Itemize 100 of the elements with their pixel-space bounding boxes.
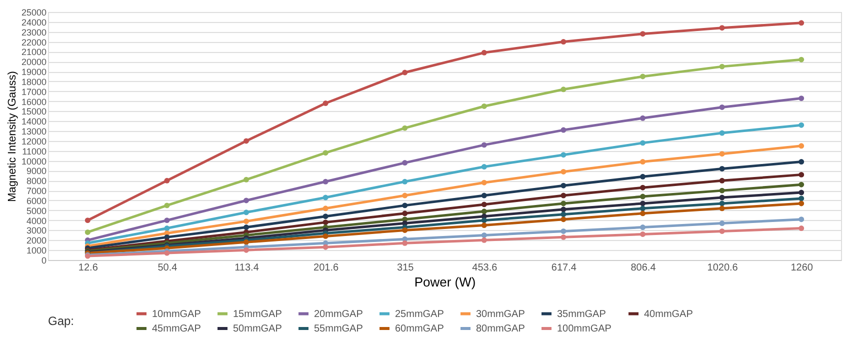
- point: [322, 100, 328, 106]
- point: [481, 50, 487, 56]
- point: [560, 228, 566, 234]
- point: [560, 206, 566, 212]
- x-tick-label: 617.4: [551, 262, 577, 274]
- y-tick-label: 22000: [21, 37, 46, 48]
- y-tick-label: 0: [41, 256, 46, 266]
- point: [481, 180, 487, 186]
- y-tick-label: 17000: [21, 86, 46, 97]
- point: [640, 159, 646, 165]
- point: [164, 178, 170, 184]
- point: [640, 115, 646, 121]
- point: [560, 86, 566, 92]
- point: [719, 178, 725, 184]
- point: [560, 234, 566, 240]
- point: [640, 140, 646, 146]
- legend-label: 25mmGAP: [395, 308, 444, 320]
- point: [798, 196, 804, 202]
- point: [164, 218, 170, 224]
- y-axis-title: Magnetic Intensity (Gauss): [6, 71, 18, 202]
- point: [244, 198, 249, 204]
- point: [719, 228, 725, 234]
- point: [719, 200, 725, 206]
- y-tick-label: 11000: [22, 146, 46, 156]
- x-axis-title: Power (W): [414, 274, 476, 290]
- point: [244, 224, 249, 230]
- point: [164, 202, 170, 208]
- point: [244, 218, 249, 224]
- y-tick-label: 9000: [26, 166, 46, 176]
- legend-label: 30mmGAP: [476, 308, 526, 320]
- point: [719, 130, 725, 136]
- point: [640, 184, 646, 190]
- point: [322, 214, 328, 220]
- point: [798, 143, 804, 149]
- y-tick-label: 19000: [21, 67, 46, 78]
- x-tick-label: 50.4: [158, 262, 178, 274]
- point: [481, 164, 487, 170]
- point: [798, 216, 804, 222]
- y-tick-label: 18000: [21, 76, 46, 87]
- point: [481, 142, 487, 148]
- y-tick-label: 25000: [21, 8, 46, 18]
- y-tick-label: 1000: [26, 246, 46, 256]
- point: [719, 151, 725, 157]
- point: [322, 194, 328, 200]
- point: [798, 122, 804, 128]
- point: [719, 64, 725, 70]
- point: [481, 104, 487, 109]
- y-tick-label: 16000: [21, 96, 46, 107]
- point: [322, 150, 328, 156]
- point: [798, 56, 804, 62]
- point: [481, 192, 487, 198]
- x-tick-label: 12.6: [78, 262, 98, 274]
- y-tick-label: 6000: [26, 196, 46, 206]
- point: [560, 152, 566, 158]
- x-tick-label: 453.6: [472, 262, 498, 274]
- point: [560, 182, 566, 188]
- point: [798, 200, 804, 206]
- y-tick-label: 24000: [21, 17, 46, 28]
- point: [402, 210, 408, 216]
- point: [402, 160, 408, 166]
- point: [798, 172, 804, 178]
- point: [719, 104, 725, 110]
- y-tick-label: 10000: [21, 156, 46, 166]
- point: [640, 194, 646, 200]
- y-tick-label: 15000: [21, 106, 46, 117]
- point: [481, 222, 487, 228]
- point: [244, 138, 249, 144]
- point: [798, 20, 804, 26]
- point: [798, 226, 804, 231]
- point: [719, 206, 725, 212]
- point: [84, 229, 90, 235]
- x-tick-label: 1260: [790, 262, 814, 274]
- point: [560, 192, 566, 198]
- legend-label: 80mmGAP: [476, 324, 526, 334]
- point: [560, 168, 566, 174]
- y-tick-label: 20000: [21, 57, 46, 68]
- point: [402, 178, 408, 184]
- point: [322, 178, 328, 184]
- legend-label: 10mmGAP: [152, 308, 202, 320]
- point: [640, 210, 646, 216]
- y-tick-label: 14000: [21, 116, 46, 127]
- point: [640, 74, 646, 80]
- point: [719, 188, 725, 194]
- point: [560, 216, 566, 222]
- point: [798, 182, 804, 188]
- point: [798, 96, 804, 102]
- point: [481, 202, 487, 208]
- point: [164, 226, 170, 231]
- point: [640, 224, 646, 230]
- y-tick-label: 21000: [21, 47, 46, 58]
- point: [244, 176, 249, 182]
- point: [640, 31, 646, 37]
- x-tick-label: 201.6: [314, 262, 339, 274]
- point: [719, 220, 725, 226]
- point: [244, 247, 249, 253]
- point: [402, 125, 408, 131]
- legend-title: Gap:: [48, 314, 74, 328]
- point: [402, 228, 408, 233]
- point: [322, 206, 328, 212]
- legend-label: 35mmGAP: [557, 308, 606, 320]
